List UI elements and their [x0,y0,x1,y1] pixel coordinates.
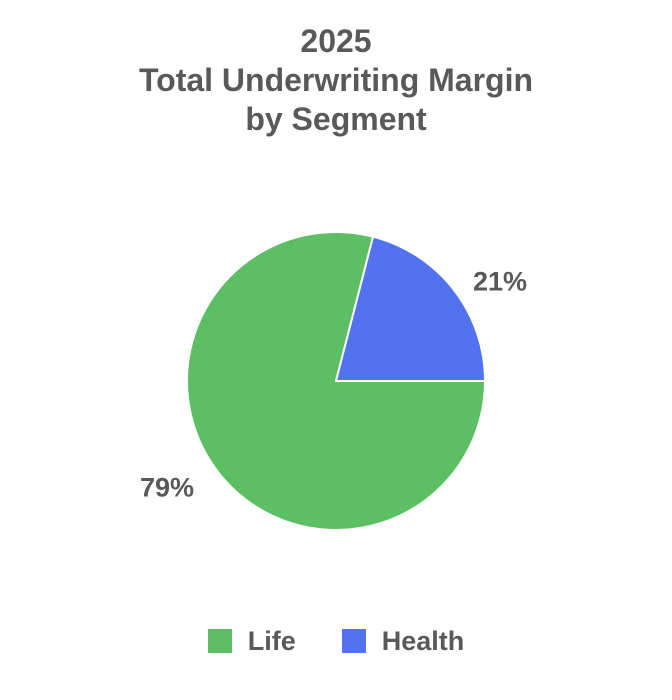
legend-swatch-life-icon [207,629,232,653]
legend-swatch-health-icon [341,629,366,653]
chart-title: 2025 Total Underwriting Margin by Segmen… [0,22,672,139]
chart-title-line-3: by Segment [245,101,427,137]
legend-label-health: Health [381,626,465,656]
chart-title-line-1: 2025 [300,23,372,59]
slice-label-life: 79% [139,472,195,503]
slice-label-health: 21% [472,266,528,297]
chart-title-line-2: Total Underwriting Margin [138,62,534,98]
pie-slice-health[interactable] [335,235,486,382]
legend-label-life: Life [247,626,296,656]
legend: Life Health [0,627,672,655]
legend-item-life: Life [207,626,296,656]
legend-item-health: Health [341,626,465,656]
